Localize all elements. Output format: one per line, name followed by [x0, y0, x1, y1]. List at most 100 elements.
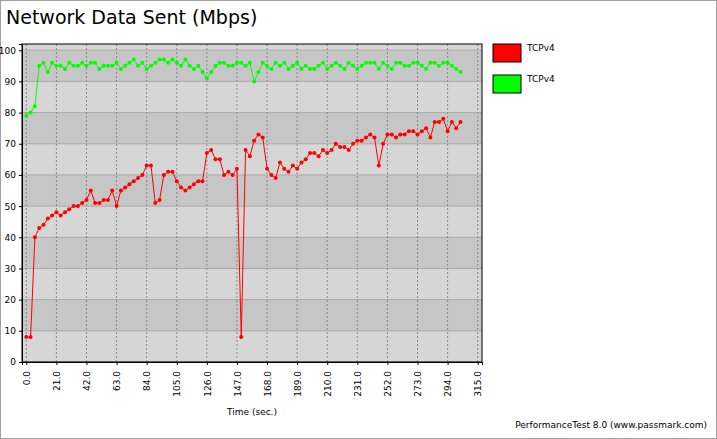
data-point — [188, 185, 192, 189]
data-point — [295, 167, 299, 171]
data-point — [450, 120, 454, 124]
data-point — [304, 157, 308, 161]
data-point — [72, 64, 76, 68]
grid — [22, 44, 482, 362]
data-point — [373, 61, 377, 65]
data-point — [312, 151, 316, 155]
data-point — [342, 145, 346, 149]
data-point — [317, 64, 321, 68]
plot-band — [22, 237, 482, 268]
data-point — [459, 70, 463, 74]
data-point — [347, 148, 351, 152]
tick-mark — [387, 362, 388, 365]
data-point — [454, 67, 458, 71]
tick: 70 — [5, 139, 22, 149]
legend-swatch — [493, 44, 521, 62]
plot-background — [22, 44, 482, 362]
tick: 168.0 — [263, 362, 273, 397]
plot-band — [22, 268, 482, 299]
tick-mark — [357, 362, 358, 365]
data-point — [355, 67, 359, 71]
tick-mark — [448, 362, 449, 365]
grid-line — [447, 44, 448, 362]
data-point — [325, 67, 329, 71]
x-axis: 0.021.042.063.084.0105.0126.0147.0168.01… — [22, 362, 483, 397]
data-point — [459, 120, 463, 124]
data-point — [403, 64, 407, 68]
data-point — [256, 70, 260, 74]
tick-label: 252.0 — [383, 371, 393, 397]
tick-label: 80 — [5, 108, 17, 118]
grid-line — [22, 50, 482, 51]
data-point — [218, 157, 222, 161]
tick: 147.0 — [233, 362, 243, 397]
legend-swatch — [493, 75, 521, 93]
data-point — [239, 61, 243, 65]
data-point — [201, 179, 205, 183]
plot-band — [22, 50, 482, 81]
data-point — [291, 64, 295, 68]
data-point — [308, 151, 312, 155]
tick-mark — [297, 362, 298, 365]
data-point — [84, 64, 88, 68]
tick: 90 — [5, 77, 22, 87]
data-point — [299, 160, 303, 164]
data-point — [76, 204, 80, 208]
tick-label: 231.0 — [353, 371, 363, 397]
tick: 60 — [5, 170, 22, 180]
data-point — [37, 64, 41, 68]
tick: 273.0 — [413, 362, 423, 397]
data-point — [41, 223, 45, 227]
data-point — [102, 64, 106, 68]
tick-label: 126.0 — [203, 371, 213, 397]
tick-label: 210.0 — [323, 371, 333, 397]
y-axis: 0102030405060708090100 — [0, 45, 23, 368]
tick-label: 21.0 — [52, 371, 62, 391]
data-point — [29, 111, 33, 115]
data-point — [385, 64, 389, 68]
tick-label: 315.0 — [473, 371, 483, 397]
grid-line — [22, 81, 482, 82]
series-line — [26, 119, 460, 337]
data-point — [407, 64, 411, 68]
data-point — [132, 58, 136, 62]
data-point — [106, 64, 110, 68]
data-point — [317, 154, 321, 158]
data-point — [84, 198, 88, 202]
tick-label: 63.0 — [112, 371, 122, 391]
data-point — [330, 64, 334, 68]
tick-mark — [19, 175, 22, 176]
data-point — [209, 70, 213, 74]
tick-mark — [86, 362, 87, 365]
data-point — [334, 61, 338, 65]
data-point — [41, 61, 45, 65]
tick: 0.0 — [22, 362, 32, 385]
data-point — [411, 129, 415, 133]
tick-label: 10 — [5, 326, 17, 336]
data-point — [416, 61, 420, 65]
tick: 126.0 — [203, 362, 213, 397]
tick: 10 — [5, 326, 22, 336]
data-point — [437, 120, 441, 124]
data-point — [342, 67, 346, 71]
x-axis-title: Time (sec.) — [226, 407, 277, 417]
data-point — [256, 132, 260, 136]
grid-line — [206, 44, 207, 362]
data-point — [446, 129, 450, 133]
legend-label: TCPv4 — [526, 43, 555, 53]
data-point — [158, 198, 162, 202]
tick-mark — [237, 362, 238, 365]
tick-mark — [19, 300, 22, 301]
data-point — [278, 64, 282, 68]
tick: 100 — [0, 46, 22, 56]
tick: 252.0 — [383, 362, 393, 397]
tick-label: 273.0 — [413, 371, 423, 397]
data-point — [398, 61, 402, 65]
grid-line — [22, 112, 482, 113]
tick-mark — [147, 362, 148, 365]
tick: 189.0 — [293, 362, 303, 397]
data-point — [175, 179, 179, 183]
data-point — [80, 61, 84, 65]
data-point — [338, 64, 342, 68]
data-point — [381, 142, 385, 146]
